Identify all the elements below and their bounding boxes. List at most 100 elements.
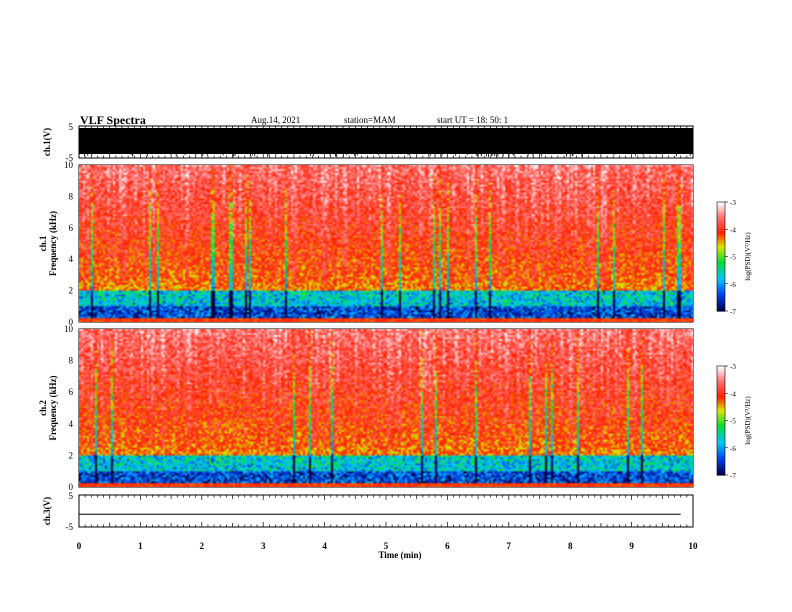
- y-axis-label: Frequency (kHz): [48, 375, 58, 440]
- colorbar-segment: [717, 263, 725, 267]
- y-tick-label: -5: [66, 522, 74, 532]
- colorbar-tick-label: -4: [730, 226, 736, 234]
- colorbar-segment: [717, 305, 725, 308]
- colorbar-segment: [717, 427, 725, 431]
- colorbar-segment: [717, 371, 725, 374]
- colorbar-segment: [717, 380, 725, 383]
- colorbar-segment: [717, 241, 725, 245]
- colorbar-segment: [717, 407, 725, 411]
- colorbar-segment: [717, 247, 725, 250]
- colorbar-segment: [717, 238, 725, 241]
- colorbar-segment: [717, 440, 725, 443]
- colorbar-segment: [717, 278, 725, 281]
- y-tick-label: 0: [69, 317, 74, 327]
- colorbar-ch2: -3 -4 -5 -6 -7 log(PSD)(V²/Hz): [716, 363, 752, 480]
- colorbar-tick-label: -6: [730, 281, 736, 289]
- y-axis-label: ch.3(V): [42, 497, 52, 525]
- x-tick-label: 9: [629, 541, 634, 551]
- colorbar-segment: [717, 227, 725, 230]
- colorbar-segment: [717, 429, 725, 432]
- colorbar-segment: [717, 220, 725, 223]
- colorbar-segment: [717, 258, 725, 261]
- colorbar-segment: [717, 251, 725, 254]
- start-time-label: start UT = 18: 50: 1: [437, 115, 509, 125]
- colorbar-segment: [717, 404, 725, 407]
- colorbar-tick-label: -5: [730, 418, 736, 426]
- colorbar-segment: [717, 271, 725, 274]
- colorbar-segment: [717, 398, 725, 402]
- colorbar-segment: [717, 385, 725, 389]
- colorbar-segment: [717, 464, 725, 467]
- colorbar-segment: [717, 453, 725, 456]
- colorbar-segment: [717, 307, 725, 310]
- colorbar-segment: [717, 458, 725, 462]
- colorbar-segment: [717, 424, 725, 427]
- colorbar-segment: [717, 300, 725, 303]
- colorbar-segment: [717, 396, 725, 400]
- colorbar-segment: [717, 382, 725, 385]
- colorbar-segment: [717, 460, 725, 463]
- colorbar-segment: [717, 416, 725, 420]
- colorbar-segment: [717, 451, 725, 454]
- y-tick-label: 4: [69, 419, 74, 429]
- colorbar-segment: [717, 301, 725, 305]
- y-axis-label: ch.2: [38, 400, 48, 416]
- colorbar-segment: [717, 420, 725, 423]
- colorbar-tick-label: -3: [730, 363, 736, 371]
- colorbar-segment: [717, 435, 725, 438]
- colorbar-segment: [717, 296, 725, 299]
- y-tick-label: 2: [69, 450, 74, 460]
- colorbar-segment: [717, 274, 725, 278]
- colorbar-segment: [717, 413, 725, 416]
- colorbar-segment: [717, 280, 725, 283]
- colorbar-segment: [717, 447, 725, 451]
- colorbar-segment: [717, 389, 725, 393]
- colorbar-segment: [717, 387, 725, 391]
- x-tick-label: 7: [507, 541, 512, 551]
- colorbar-segment: [717, 211, 725, 214]
- y-tick-label: 8: [69, 356, 74, 366]
- x-tick-label: 3: [261, 541, 266, 551]
- colorbar-segment: [717, 373, 725, 376]
- colorbar-segment: [717, 223, 725, 227]
- x-tick-label: 4: [322, 541, 327, 551]
- colorbar-segment: [717, 298, 725, 301]
- colorbar-segment: [717, 249, 725, 252]
- colorbar-segment: [717, 256, 725, 259]
- colorbar-segment: [717, 203, 725, 207]
- y-tick-label: 8: [69, 191, 74, 201]
- colorbar-tick-label: -3: [730, 199, 736, 207]
- colorbar-segment: [717, 366, 725, 369]
- colorbar-label: log(PSD)(V²/Hz): [744, 232, 752, 281]
- y-tick-label: 4: [69, 254, 74, 264]
- colorbar-segment: [717, 252, 725, 256]
- ch1-waveform-trace: [79, 128, 693, 154]
- colorbar-segment: [717, 287, 725, 290]
- colorbar-segment: [717, 214, 725, 218]
- colorbar-segment: [717, 261, 725, 265]
- y-tick-label: 10: [64, 160, 74, 170]
- x-tick-label: 8: [568, 541, 573, 551]
- colorbar-segment: [717, 229, 725, 232]
- y-axis-label: ch.1: [38, 235, 48, 251]
- colorbar-segment: [717, 291, 725, 294]
- colorbar-segment: [717, 234, 725, 238]
- colorbar-segment: [717, 225, 725, 229]
- y-axis-label: ch.1(V): [42, 128, 52, 156]
- colorbar-segment: [717, 418, 725, 422]
- colorbar-segment: [717, 433, 725, 436]
- colorbar-segment: [717, 378, 725, 382]
- colorbar-segment: [717, 376, 725, 380]
- colorbar-tick-label: -7: [730, 472, 736, 480]
- colorbar-segment: [717, 292, 725, 296]
- ch1-waveform-panel: 5 -5 ch.1(V): [42, 122, 694, 163]
- colorbar-segment: [717, 309, 725, 312]
- colorbar-segment: [717, 375, 725, 378]
- y-tick-label: 5: [69, 122, 74, 132]
- colorbar-segment: [717, 260, 725, 263]
- colorbar-segment: [717, 245, 725, 249]
- x-tick-label: 5: [384, 541, 389, 551]
- colorbar-segment: [717, 436, 725, 440]
- colorbar-segment: [717, 231, 725, 234]
- colorbar-segment: [717, 455, 725, 458]
